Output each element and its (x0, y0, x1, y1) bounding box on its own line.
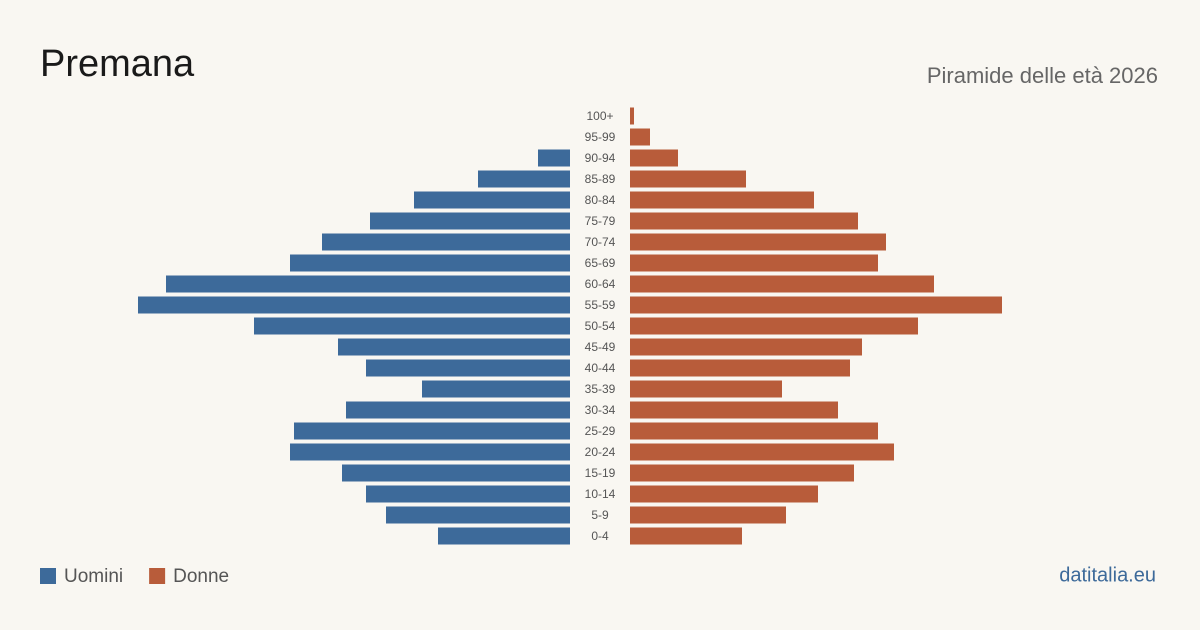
bar (630, 254, 878, 272)
age-label: 10-14 (585, 487, 616, 501)
age-label: 15-19 (585, 466, 616, 480)
bar (438, 527, 570, 545)
bar (630, 506, 786, 524)
age-label: 45-49 (585, 340, 616, 354)
bar (254, 317, 570, 335)
bar (294, 422, 570, 440)
age-label: 25-29 (585, 424, 616, 438)
legend-label: Donne (173, 566, 229, 587)
age-label: 30-34 (585, 403, 616, 417)
bar (630, 359, 850, 377)
age-label: 80-84 (585, 193, 616, 207)
legend-swatch (40, 568, 56, 584)
age-label: 100+ (586, 109, 613, 123)
age-label: 65-69 (585, 256, 616, 270)
bar (538, 149, 570, 167)
age-label: 70-74 (585, 235, 616, 249)
bar (630, 212, 858, 230)
age-label: 0-4 (591, 529, 609, 543)
bar (138, 296, 570, 314)
legend-swatch (149, 568, 166, 584)
chart-title: Premana (40, 43, 195, 85)
bar (322, 233, 570, 251)
age-label: 75-79 (585, 214, 616, 228)
chart-subtitle: Piramide delle età 2026 (927, 63, 1158, 88)
bar (630, 128, 650, 146)
bar (478, 170, 570, 188)
bar (166, 275, 570, 293)
age-label: 50-54 (585, 319, 616, 333)
age-label: 5-9 (591, 508, 609, 522)
bar (342, 464, 570, 482)
age-label: 55-59 (585, 298, 616, 312)
bar (630, 464, 854, 482)
bar (366, 485, 570, 503)
bar (630, 401, 838, 419)
bar (290, 443, 570, 461)
bar (346, 401, 570, 419)
age-label: 35-39 (585, 382, 616, 396)
bar (630, 233, 886, 251)
bar (630, 149, 678, 167)
age-label: 90-94 (585, 151, 616, 165)
bar (630, 485, 818, 503)
bar (630, 317, 918, 335)
bar (630, 107, 634, 125)
bar (630, 275, 934, 293)
bar (386, 506, 570, 524)
bar (630, 443, 894, 461)
bar (630, 296, 1002, 314)
bar (630, 338, 862, 356)
source[interactable]: datitalia.eu (1059, 564, 1156, 586)
legend-label: Uomini (64, 566, 123, 587)
bar (414, 191, 570, 209)
bar (422, 380, 570, 398)
age-label: 95-99 (585, 130, 616, 144)
bar (630, 527, 742, 545)
bar (338, 338, 570, 356)
bar (290, 254, 570, 272)
age-label: 85-89 (585, 172, 616, 186)
bar (630, 191, 814, 209)
age-label: 20-24 (585, 445, 616, 459)
bar (370, 212, 570, 230)
bar (630, 380, 782, 398)
bar (630, 422, 878, 440)
age-label: 40-44 (585, 361, 616, 375)
age-label: 60-64 (585, 277, 616, 291)
bar (366, 359, 570, 377)
bar (630, 170, 746, 188)
